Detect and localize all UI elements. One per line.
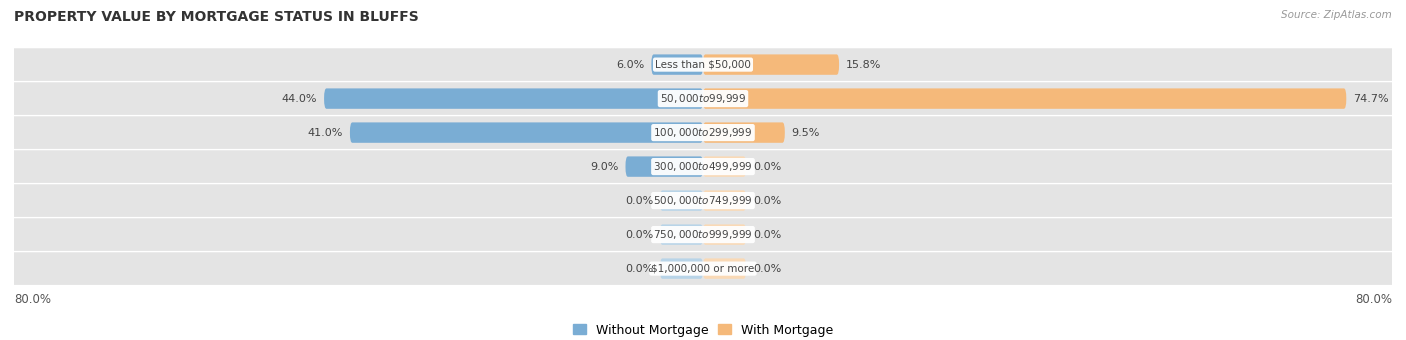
FancyBboxPatch shape	[0, 48, 1406, 81]
FancyBboxPatch shape	[0, 184, 1406, 217]
FancyBboxPatch shape	[703, 258, 747, 279]
Text: PROPERTY VALUE BY MORTGAGE STATUS IN BLUFFS: PROPERTY VALUE BY MORTGAGE STATUS IN BLU…	[14, 10, 419, 24]
FancyBboxPatch shape	[703, 88, 1347, 109]
Text: 9.0%: 9.0%	[591, 162, 619, 172]
FancyBboxPatch shape	[659, 224, 703, 245]
Text: 0.0%: 0.0%	[624, 264, 652, 274]
FancyBboxPatch shape	[703, 190, 747, 211]
FancyBboxPatch shape	[0, 82, 1406, 115]
Text: 0.0%: 0.0%	[754, 162, 782, 172]
Text: 80.0%: 80.0%	[14, 293, 51, 306]
Text: $500,000 to $749,999: $500,000 to $749,999	[654, 194, 752, 207]
Text: 0.0%: 0.0%	[624, 230, 652, 240]
FancyBboxPatch shape	[0, 218, 1406, 251]
Text: Source: ZipAtlas.com: Source: ZipAtlas.com	[1281, 10, 1392, 20]
FancyBboxPatch shape	[626, 156, 703, 177]
Text: Less than $50,000: Less than $50,000	[655, 59, 751, 70]
FancyBboxPatch shape	[703, 122, 785, 143]
FancyBboxPatch shape	[659, 258, 703, 279]
FancyBboxPatch shape	[350, 122, 703, 143]
Text: 41.0%: 41.0%	[308, 128, 343, 138]
Text: 80.0%: 80.0%	[1355, 293, 1392, 306]
Text: 15.8%: 15.8%	[846, 59, 882, 70]
Text: 44.0%: 44.0%	[281, 94, 318, 104]
Text: 0.0%: 0.0%	[624, 195, 652, 206]
Legend: Without Mortgage, With Mortgage: Without Mortgage, With Mortgage	[568, 319, 838, 340]
FancyBboxPatch shape	[651, 54, 703, 75]
Text: $750,000 to $999,999: $750,000 to $999,999	[654, 228, 752, 241]
FancyBboxPatch shape	[703, 156, 747, 177]
Text: 0.0%: 0.0%	[754, 264, 782, 274]
FancyBboxPatch shape	[323, 88, 703, 109]
FancyBboxPatch shape	[0, 116, 1406, 149]
Text: 0.0%: 0.0%	[754, 195, 782, 206]
Text: 6.0%: 6.0%	[616, 59, 644, 70]
FancyBboxPatch shape	[703, 224, 747, 245]
FancyBboxPatch shape	[703, 54, 839, 75]
Text: $100,000 to $299,999: $100,000 to $299,999	[654, 126, 752, 139]
Text: 0.0%: 0.0%	[754, 230, 782, 240]
FancyBboxPatch shape	[659, 190, 703, 211]
Text: $50,000 to $99,999: $50,000 to $99,999	[659, 92, 747, 105]
Text: 74.7%: 74.7%	[1353, 94, 1389, 104]
FancyBboxPatch shape	[0, 150, 1406, 183]
Text: $300,000 to $499,999: $300,000 to $499,999	[654, 160, 752, 173]
FancyBboxPatch shape	[0, 252, 1406, 285]
Text: 9.5%: 9.5%	[792, 128, 820, 138]
Text: $1,000,000 or more: $1,000,000 or more	[651, 264, 755, 274]
